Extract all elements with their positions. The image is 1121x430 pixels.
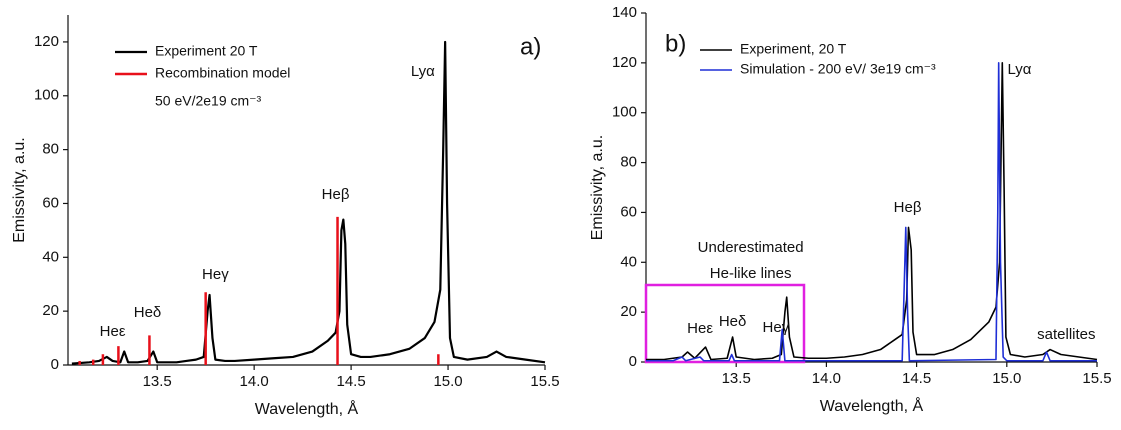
y-tick-label: 40	[42, 248, 59, 265]
x-axis-label: Wavelength, Å	[255, 399, 359, 418]
annotation: Heγ	[202, 266, 229, 283]
annotation: Heδ	[719, 313, 747, 330]
panel-label: b)	[665, 30, 686, 57]
x-axis-label: Wavelength, Å	[820, 396, 924, 415]
y-tick-label: 80	[620, 154, 637, 171]
annotation: He-like lines	[710, 265, 792, 282]
annotation: Heε	[687, 320, 713, 337]
y-tick-label: 40	[620, 253, 637, 270]
legend-note: 50 eV/2e19 cm⁻³	[155, 93, 262, 109]
x-tick-label: 14.0	[812, 370, 841, 387]
y-tick-label: 100	[612, 104, 637, 121]
legend-label: Experiment 20 T	[155, 43, 258, 59]
annotation: Heγ	[763, 319, 790, 336]
y-tick-label: 60	[42, 194, 59, 211]
annotation: Lyα	[411, 63, 435, 80]
annotation: Lyα	[1007, 61, 1031, 78]
x-tick-label: 15.0	[433, 373, 462, 390]
annotation: satellites	[1037, 326, 1095, 343]
y-tick-label: 0	[51, 356, 59, 373]
annotation: Underestimated	[698, 239, 804, 256]
x-tick-label: 14.0	[240, 373, 269, 390]
x-tick-label: 13.5	[143, 373, 172, 390]
spectrum-line	[71, 40, 546, 365]
y-tick-label: 100	[34, 87, 59, 104]
legend-label: Experiment, 20 T	[740, 41, 847, 57]
spectrum-line	[646, 62, 1097, 362]
y-tick-label: 60	[620, 203, 637, 220]
x-tick-label: 15.5	[1082, 370, 1111, 387]
y-tick-label: 120	[612, 54, 637, 71]
annotation: Heβ	[894, 199, 922, 216]
annotation: Heδ	[134, 304, 162, 321]
x-tick-label: 15.5	[530, 373, 559, 390]
highlight-box	[644, 283, 806, 364]
y-tick-label: 120	[34, 33, 59, 50]
annotation: Heβ	[322, 186, 350, 203]
x-tick-label: 14.5	[336, 373, 365, 390]
annotation: Heε	[100, 323, 126, 340]
y-axis-label: Emissivity, a.u.	[589, 135, 606, 241]
y-tick-label: 20	[42, 302, 59, 319]
x-tick-label: 14.5	[902, 370, 931, 387]
panel-label: a)	[520, 33, 541, 60]
y-tick-label: 140	[612, 4, 637, 21]
x-tick-label: 15.0	[992, 370, 1021, 387]
y-tick-label: 0	[629, 353, 637, 370]
y-tick-label: 20	[620, 303, 637, 320]
spectrum-line	[646, 62, 1098, 361]
y-tick-label: 80	[42, 141, 59, 158]
legend-label: Recombination model	[155, 65, 290, 81]
y-axis-label: Emissivity, a.u.	[11, 137, 28, 243]
x-tick-label: 13.5	[722, 370, 751, 387]
legend-label: Simulation - 200 eV/ 3e19 cm⁻³	[740, 61, 936, 77]
